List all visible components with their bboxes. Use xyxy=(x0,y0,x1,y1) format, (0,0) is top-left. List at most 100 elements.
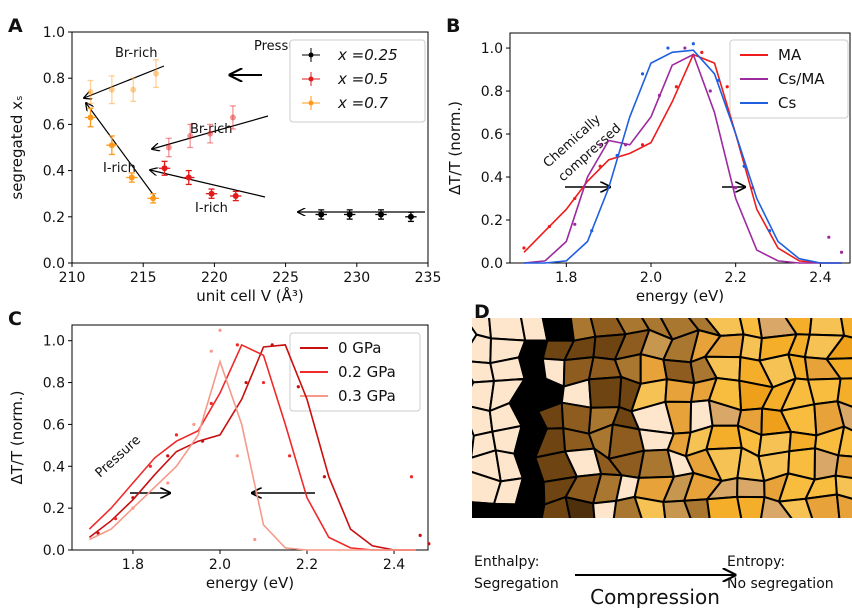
x-tick-label: 1.8 xyxy=(122,557,144,573)
data-dot xyxy=(691,42,695,46)
point xyxy=(87,114,94,121)
data-dot xyxy=(573,222,577,226)
cell xyxy=(612,495,643,518)
y-tick-label: 0.0 xyxy=(43,543,65,559)
data-dot xyxy=(261,380,266,385)
x-axis-label: energy (eV) xyxy=(636,287,724,305)
x-tick-label: 2.2 xyxy=(725,270,747,286)
cell xyxy=(807,377,842,406)
cell xyxy=(472,360,495,384)
diagram-label: Entropy: xyxy=(727,554,785,570)
data-dot xyxy=(244,380,248,385)
x-tick-label: 2.4 xyxy=(383,557,405,573)
point xyxy=(229,114,236,121)
cell xyxy=(834,474,852,500)
cell xyxy=(836,377,852,408)
data-dot xyxy=(674,85,679,89)
point xyxy=(207,130,214,137)
cell xyxy=(808,318,846,337)
y-tick-label: 1.0 xyxy=(481,41,503,57)
cell xyxy=(804,493,841,518)
data-dot xyxy=(734,186,738,190)
cell xyxy=(564,496,596,518)
data-dot xyxy=(235,454,239,458)
data-dot xyxy=(166,481,170,485)
arrow xyxy=(150,170,266,198)
legend-box xyxy=(289,39,426,123)
data-dot xyxy=(640,143,645,147)
point xyxy=(318,211,325,218)
curve xyxy=(523,53,842,264)
cell xyxy=(837,425,852,458)
curve xyxy=(89,358,416,551)
point xyxy=(378,211,385,218)
cell xyxy=(664,378,696,403)
diagram-label: No segregation xyxy=(727,576,834,592)
legend-box xyxy=(289,332,421,412)
arrow xyxy=(86,103,156,198)
cell xyxy=(472,501,497,518)
data-dot xyxy=(657,93,662,97)
annotation: Br-rich xyxy=(190,122,232,137)
cell xyxy=(592,499,618,518)
cell xyxy=(736,495,766,518)
curve xyxy=(524,49,842,264)
legend-swatch xyxy=(308,100,314,106)
data-dot xyxy=(409,475,414,479)
point xyxy=(153,70,160,77)
y-tick-label: 0.2 xyxy=(43,501,65,517)
cell xyxy=(840,318,852,339)
annotation: I-rich xyxy=(195,201,228,216)
cell xyxy=(760,496,793,518)
cell xyxy=(834,454,852,480)
y-tick-label: 0.8 xyxy=(43,71,65,87)
cell xyxy=(514,503,546,518)
cell xyxy=(778,497,814,518)
data-dot xyxy=(742,164,746,168)
legend-label: x =0.5 xyxy=(337,70,388,88)
cell xyxy=(588,376,623,409)
y-tick-label: 0.8 xyxy=(43,376,65,392)
curve xyxy=(88,343,416,551)
data-dot xyxy=(839,250,844,254)
y-tick-label: 0.6 xyxy=(43,117,65,133)
data-dot xyxy=(218,328,222,332)
cell xyxy=(633,495,667,518)
plot-frame xyxy=(71,31,429,264)
legend-label: 0.2 GPa xyxy=(338,363,396,381)
y-axis-label: segregated xₛ xyxy=(8,95,26,199)
panel-letter: B xyxy=(446,15,460,37)
annotation: Br-rich xyxy=(115,46,157,61)
data-dot xyxy=(683,46,687,50)
data-dot xyxy=(131,506,135,510)
point xyxy=(150,195,157,202)
panel-letter: C xyxy=(8,308,22,330)
cell xyxy=(825,334,852,360)
cell xyxy=(662,499,692,518)
y-tick-label: 0.6 xyxy=(481,127,503,143)
cell xyxy=(472,380,495,412)
point xyxy=(108,86,115,93)
x-tick-label: 1.8 xyxy=(555,270,577,286)
y-axis-label: ΔT/T (norm.) xyxy=(446,101,464,195)
data-dot xyxy=(270,343,274,347)
arrow xyxy=(84,65,165,98)
y-tick-label: 0.2 xyxy=(43,210,65,226)
point xyxy=(161,165,168,172)
panel-letter: D xyxy=(474,301,490,323)
voronoi-cells xyxy=(472,318,852,518)
arrow xyxy=(152,115,269,149)
x-tick-label: 230 xyxy=(343,270,370,286)
x-tick-label: 220 xyxy=(201,270,228,286)
point xyxy=(232,193,239,200)
cell xyxy=(472,333,492,365)
legend-label: 0.3 GPa xyxy=(338,387,396,405)
diagram-label: Segregation xyxy=(474,576,559,592)
point xyxy=(407,213,414,220)
data-dot xyxy=(235,343,239,347)
legend-swatch xyxy=(308,52,314,58)
data-dot xyxy=(573,196,577,201)
data-dot xyxy=(200,439,205,443)
y-tick-label: 1.0 xyxy=(43,25,65,41)
x-axis-label: energy (eV) xyxy=(206,574,294,592)
